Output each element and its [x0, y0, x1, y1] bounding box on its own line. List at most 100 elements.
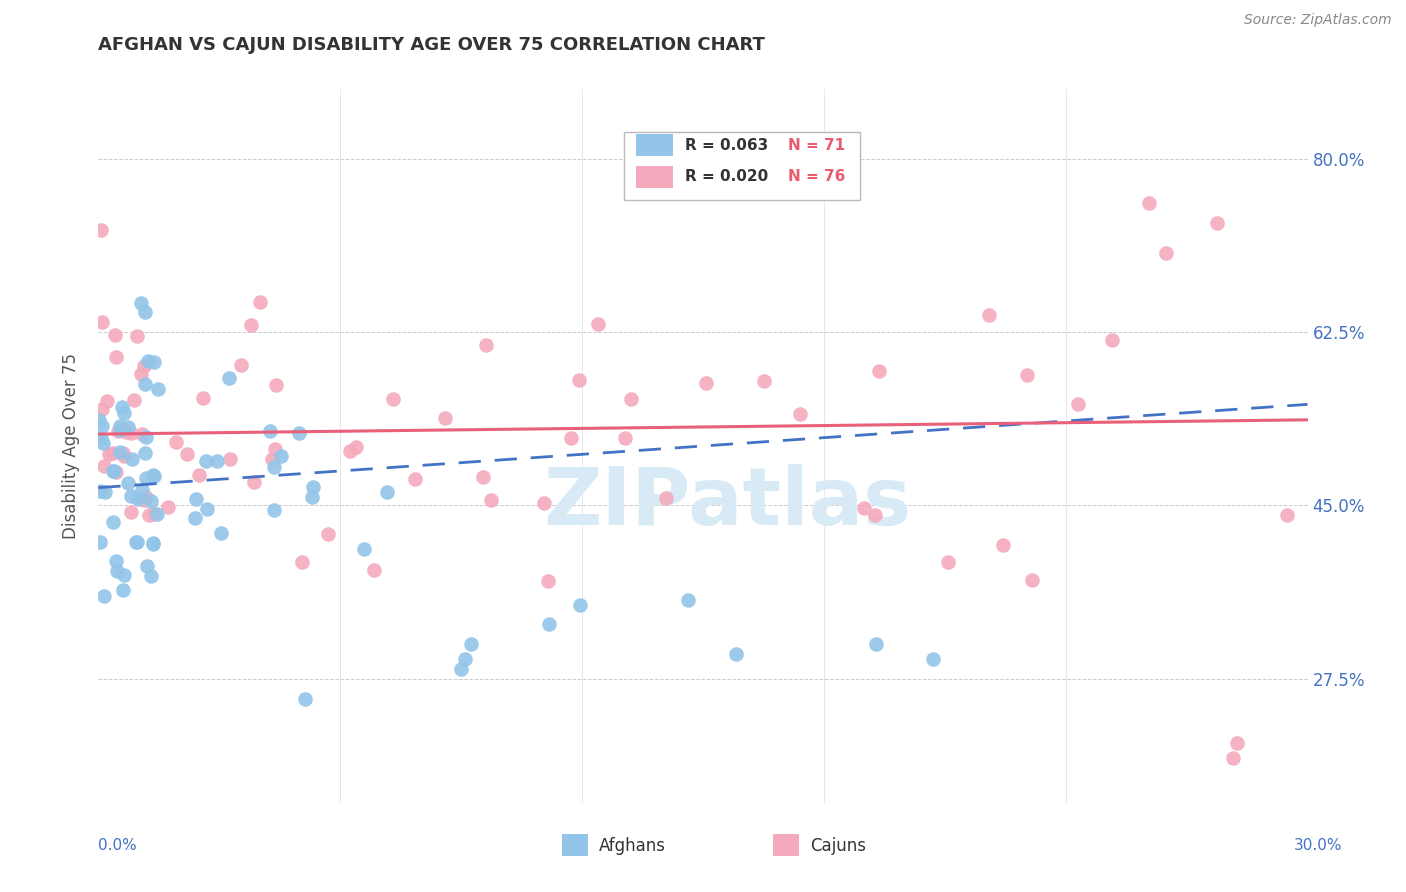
Text: 0.0%: 0.0% — [98, 838, 138, 854]
Point — [865, 637, 887, 651]
Point — [136, 559, 159, 574]
Point — [111, 401, 134, 415]
Point — [132, 492, 155, 507]
Point — [533, 496, 555, 510]
Point — [90, 315, 112, 329]
Point — [853, 501, 876, 516]
Point — [434, 410, 457, 425]
Point — [142, 468, 165, 483]
Point — [108, 418, 131, 433]
Point — [121, 452, 143, 467]
Point — [789, 407, 811, 421]
Point — [157, 500, 180, 514]
Point — [114, 425, 136, 439]
Point — [195, 454, 218, 468]
Point — [724, 647, 747, 661]
Point — [294, 691, 316, 706]
Point — [936, 555, 959, 569]
Point — [207, 453, 229, 467]
Point — [132, 359, 155, 374]
Point — [111, 583, 134, 598]
Point — [127, 328, 149, 343]
Point — [363, 564, 385, 578]
Point — [460, 637, 482, 651]
Point — [117, 476, 139, 491]
Point — [105, 350, 128, 364]
Point — [1067, 397, 1090, 411]
Point — [263, 503, 285, 517]
Point — [89, 535, 111, 549]
Point — [450, 662, 472, 676]
Text: R = 0.020: R = 0.020 — [685, 169, 768, 185]
Point — [129, 296, 152, 310]
Point — [122, 393, 145, 408]
Point — [127, 534, 149, 549]
Point — [120, 505, 142, 519]
Point — [209, 525, 232, 540]
Point — [479, 492, 502, 507]
Point — [263, 459, 285, 474]
Point — [111, 445, 134, 459]
Point — [243, 475, 266, 489]
Point — [921, 652, 943, 666]
Point — [353, 541, 375, 556]
Point — [127, 491, 149, 506]
Point — [475, 338, 498, 352]
Point — [90, 418, 112, 433]
Point — [868, 364, 890, 378]
Point — [142, 536, 165, 550]
Point — [103, 465, 125, 479]
Point — [134, 377, 156, 392]
Point — [101, 515, 124, 529]
Point — [94, 484, 117, 499]
Point — [454, 652, 477, 666]
Point — [620, 392, 643, 407]
Point — [264, 377, 287, 392]
Text: AFGHAN VS CAJUN DISABILITY AGE OVER 75 CORRELATION CHART: AFGHAN VS CAJUN DISABILITY AGE OVER 75 C… — [98, 36, 765, 54]
Point — [101, 464, 124, 478]
Point — [90, 431, 112, 445]
Point — [90, 223, 112, 237]
Text: Source: ZipAtlas.com: Source: ZipAtlas.com — [1244, 13, 1392, 28]
Point — [120, 426, 142, 441]
Point — [240, 318, 263, 332]
Point — [136, 354, 159, 368]
Point — [1021, 574, 1043, 588]
Point — [588, 317, 610, 331]
Point — [979, 309, 1001, 323]
Point — [991, 538, 1014, 552]
Point — [1156, 245, 1178, 260]
Point — [117, 420, 139, 434]
Y-axis label: Disability Age Over 75: Disability Age Over 75 — [62, 353, 80, 539]
Bar — [637, 166, 672, 187]
Point — [143, 469, 166, 483]
Point — [301, 480, 323, 494]
Point — [91, 435, 114, 450]
Text: 30.0%: 30.0% — [1295, 838, 1343, 854]
Point — [112, 449, 135, 463]
Point — [87, 412, 110, 426]
Point — [568, 373, 591, 387]
Point — [229, 358, 252, 372]
Text: N = 71: N = 71 — [787, 137, 845, 153]
Point — [135, 490, 157, 504]
Point — [537, 617, 560, 632]
Point — [1015, 368, 1038, 383]
Point — [301, 490, 323, 504]
Point — [143, 355, 166, 369]
Point — [93, 590, 115, 604]
Point — [536, 574, 558, 588]
Point — [1222, 751, 1244, 765]
Point — [382, 392, 405, 406]
Point — [146, 508, 169, 522]
Point — [104, 554, 127, 568]
Point — [287, 425, 309, 440]
Point — [107, 425, 129, 439]
Point — [404, 472, 426, 486]
Text: Afghans: Afghans — [599, 837, 666, 855]
Point — [105, 465, 128, 479]
Point — [1137, 196, 1160, 211]
Bar — [624, 132, 860, 200]
Point — [752, 374, 775, 388]
Point — [134, 305, 156, 319]
